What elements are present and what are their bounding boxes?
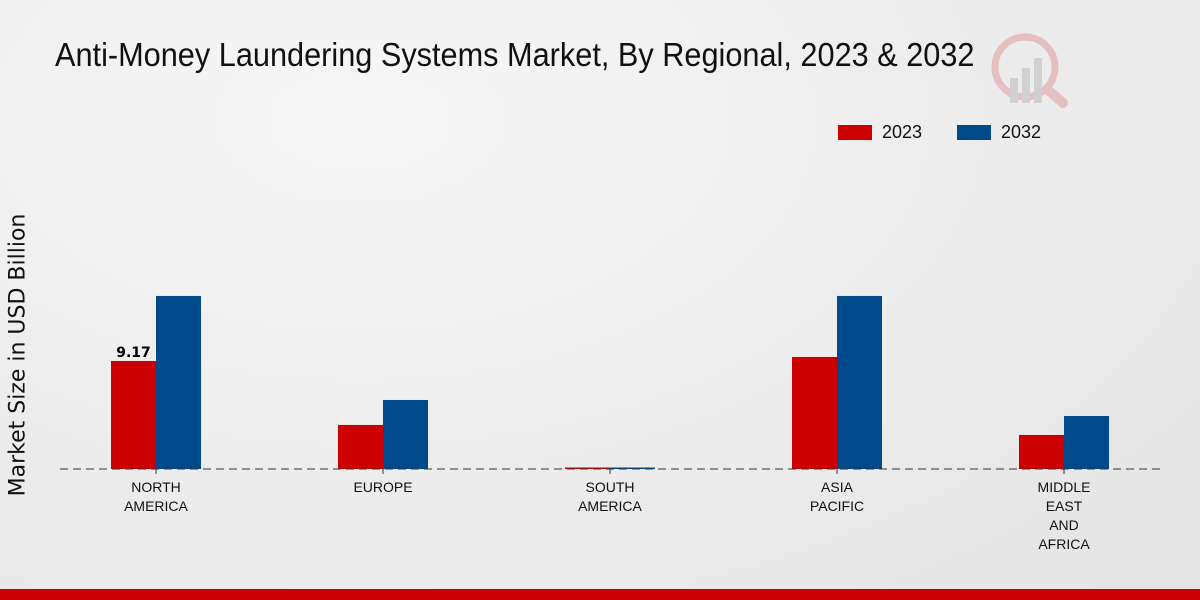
bar-2023-middle-east-and-africa — [1019, 434, 1064, 469]
x-tick-label: ASIA PACIFIC — [810, 479, 864, 514]
legend-item-2023: 2023 — [838, 122, 922, 143]
bar-2032-middle-east-and-africa — [1064, 415, 1109, 469]
watermark-logo-icon — [991, 33, 1068, 108]
bar-2032-south-america — [610, 467, 655, 469]
x-tick-label: NORTH AMERICA — [124, 479, 188, 514]
bar-2023-europe — [338, 424, 383, 469]
bar-2023-north-america — [111, 360, 156, 469]
bar-2032-europe — [383, 399, 428, 469]
x-tick-label: MIDDLE EAST AND AFRICA — [1038, 479, 1091, 552]
legend-label: 2032 — [1001, 122, 1042, 142]
bar-2032-north-america — [156, 295, 201, 469]
data-label: 9.17 — [116, 345, 151, 361]
bar-2023-asia-pacific — [792, 356, 837, 469]
legend-label: 2023 — [882, 122, 923, 142]
bar-2032-asia-pacific — [837, 295, 882, 469]
x-tick-label: SOUTH AMERICA — [578, 479, 642, 514]
legend-item-2032: 2032 — [957, 122, 1041, 143]
legend-swatch-2023 — [838, 125, 872, 140]
chart-title: Anti-Money Laundering Systems Market, By… — [55, 36, 975, 73]
legend-swatch-2032 — [957, 125, 991, 140]
footer-bar — [0, 589, 1200, 600]
x-tick-label: EUROPE — [353, 479, 412, 495]
bar-2023-south-america — [565, 467, 610, 469]
